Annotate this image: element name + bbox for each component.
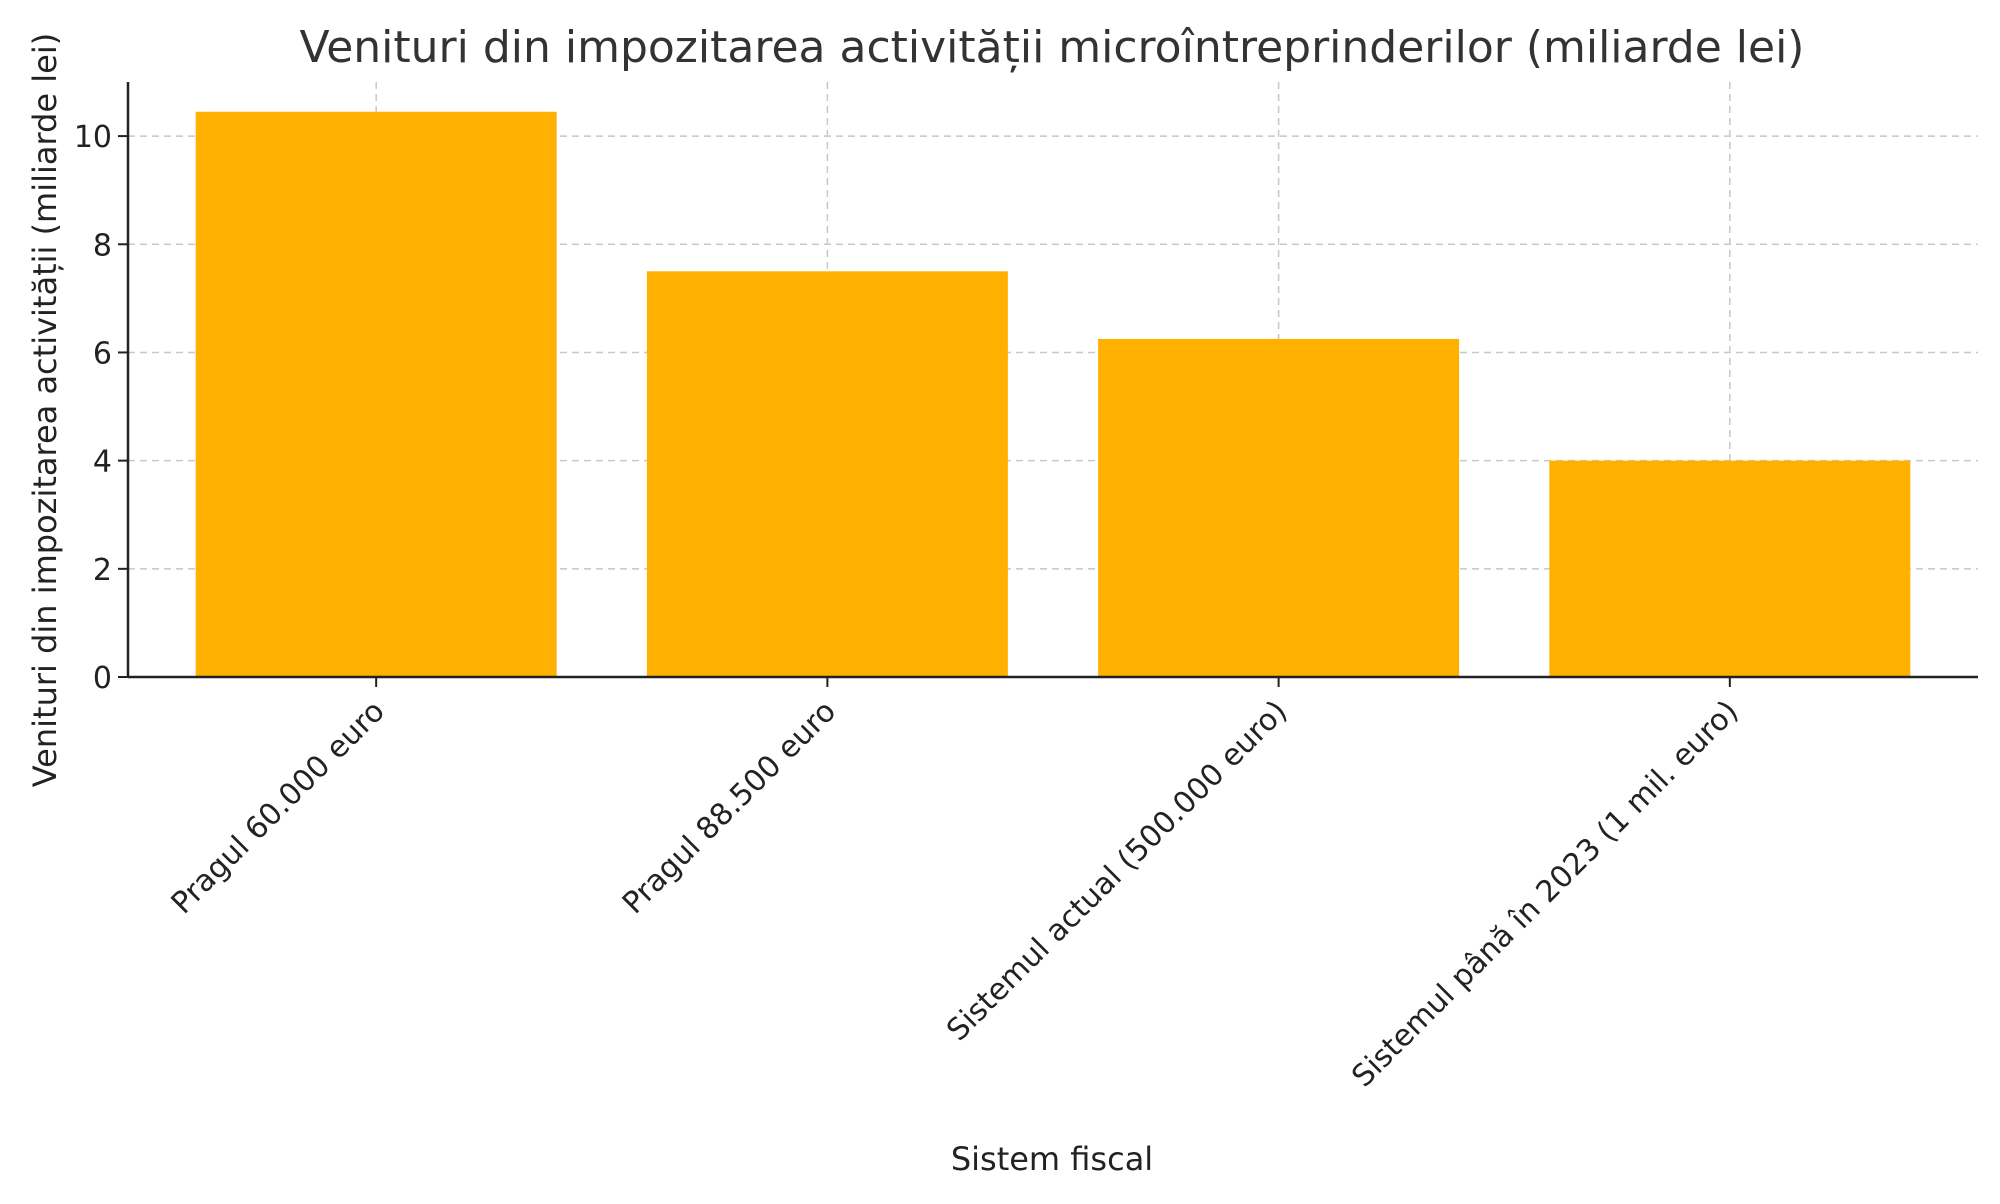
x-tick-label: Pragul 60.000 euro <box>165 694 392 921</box>
y-tick-label: 2 <box>93 553 112 588</box>
y-tick-label: 6 <box>93 336 112 371</box>
bar <box>646 271 1008 677</box>
x-tick-label: Sistemul până în 2023 (1 mil. euro) <box>1345 694 1745 1094</box>
bar <box>1098 338 1460 677</box>
y-axis-label: Venituri din impozitarea activității (mi… <box>26 33 64 787</box>
y-tick-label: 0 <box>93 661 112 696</box>
bars-layer <box>195 111 1911 677</box>
y-tick-label: 4 <box>93 445 112 480</box>
x-tick-label: Pragul 88.500 euro <box>616 694 843 921</box>
bar <box>195 111 557 677</box>
x-axis-label: Sistem fiscal <box>951 1140 1153 1178</box>
y-tick-label: 8 <box>93 228 112 263</box>
axes-layer <box>126 82 1978 679</box>
x-tick-label: Sistemul actual (500.000 euro) <box>940 694 1294 1048</box>
chart-title: Venituri din impozitarea activității mic… <box>300 22 1805 73</box>
y-tick-label: 10 <box>74 120 112 155</box>
bar <box>1549 460 1911 677</box>
